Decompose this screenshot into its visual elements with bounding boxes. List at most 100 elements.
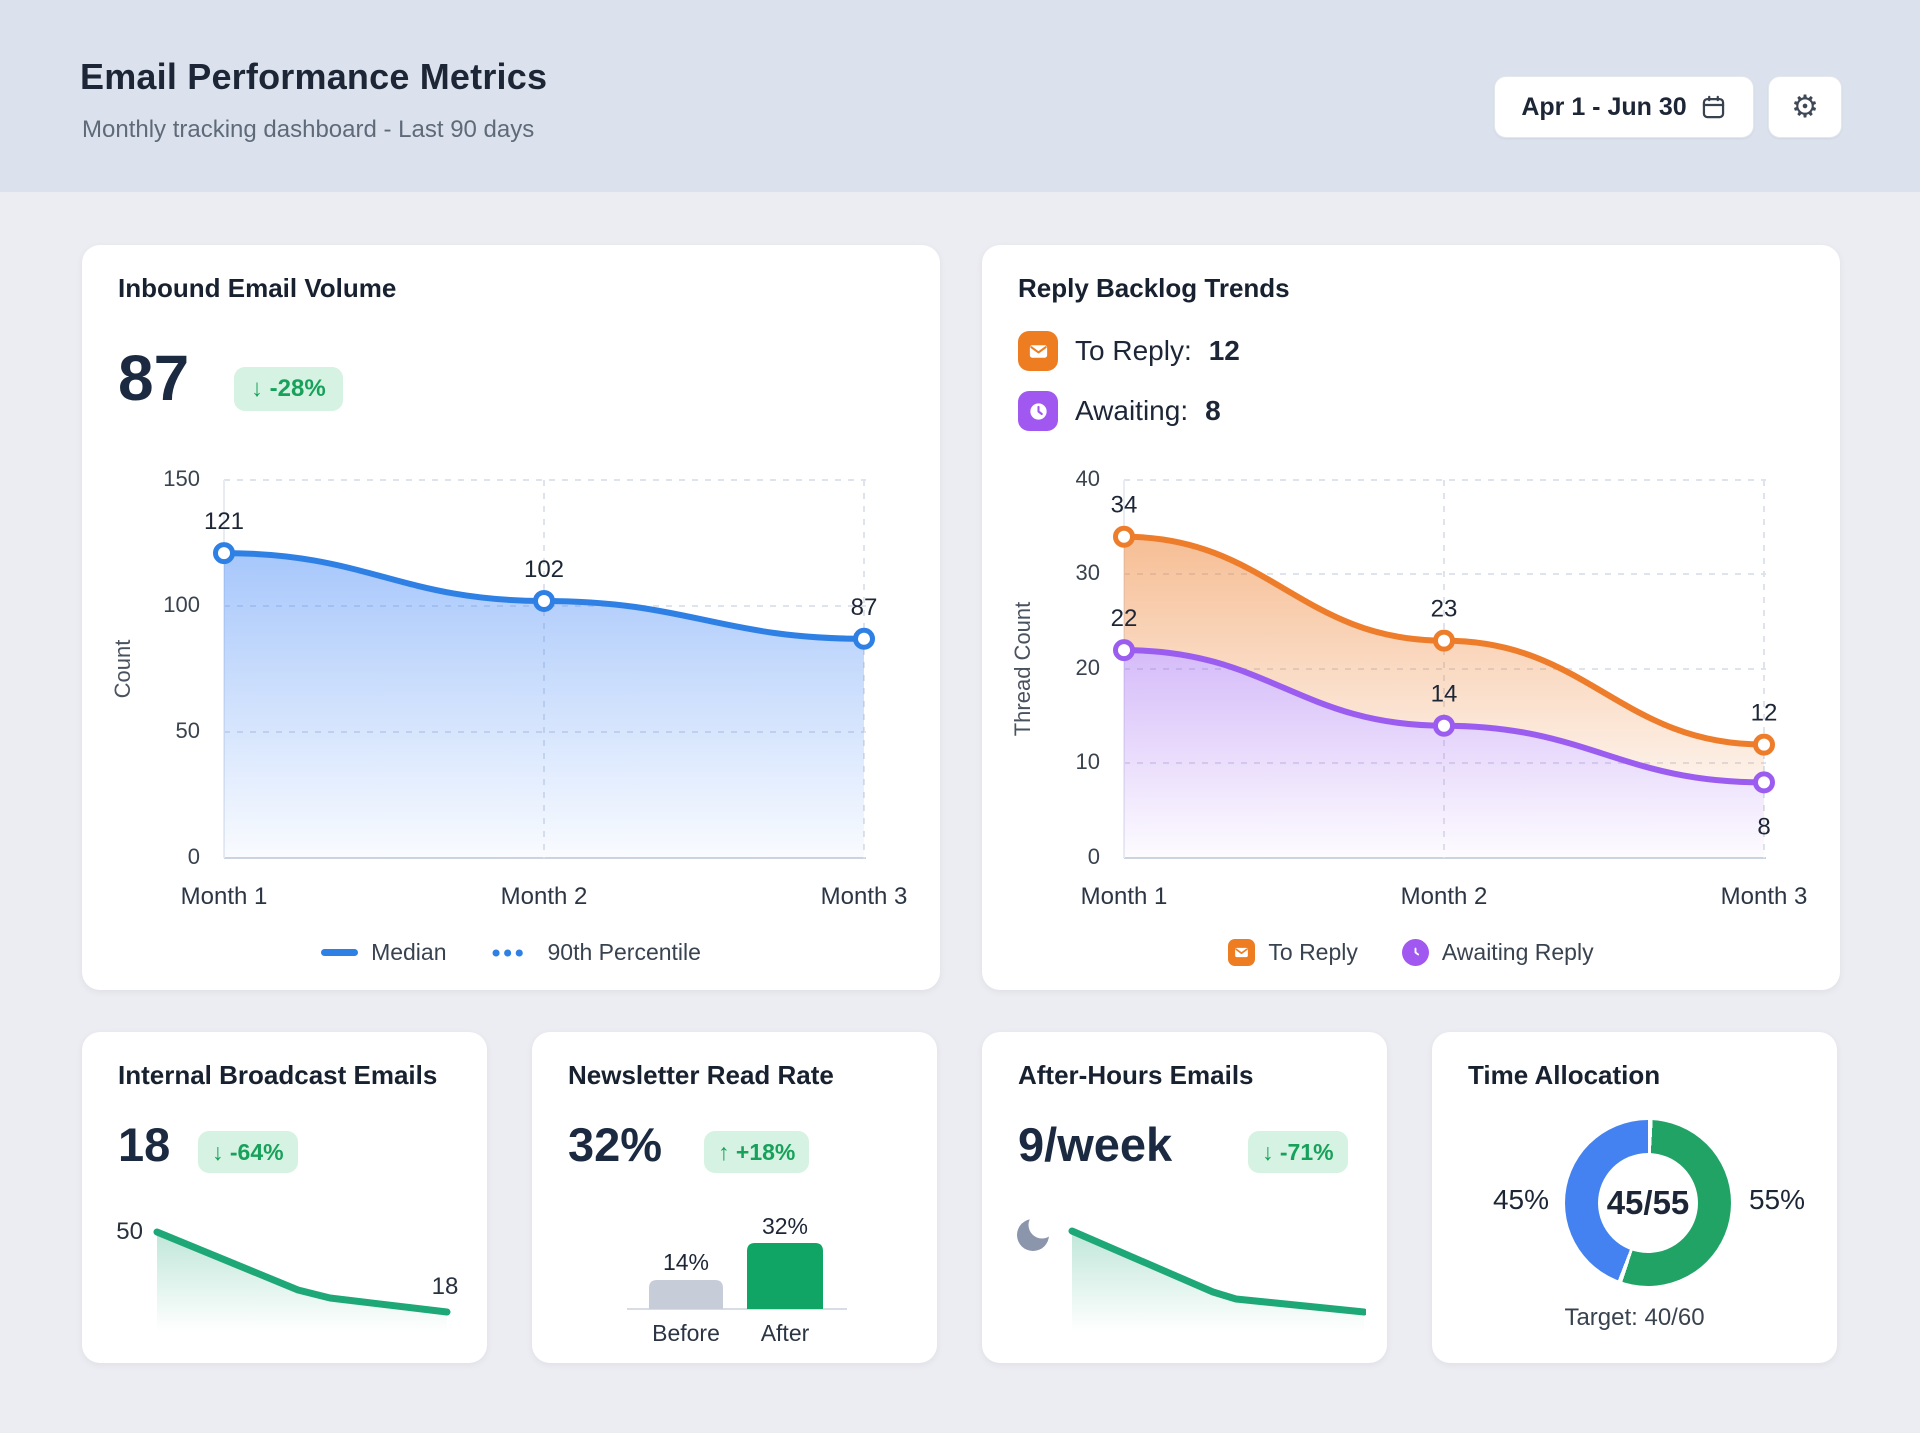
y-tick-label: 50 [176, 718, 200, 743]
metric-value: 18 [118, 1118, 171, 1171]
allocation-donut-chart [1565, 1120, 1731, 1286]
data-point-label: 34 [1111, 492, 1138, 519]
header-band: Email Performance Metrics Monthly tracki… [0, 0, 1920, 192]
date-range-label: Apr 1 - Jun 30 [1521, 92, 1687, 121]
backlog-legend: To Reply Awaiting Reply [982, 939, 1840, 966]
clock-icon [1401, 939, 1429, 966]
data-point-marker [853, 627, 875, 650]
y-tick-label: 30 [1076, 560, 1100, 585]
area-fill [224, 553, 864, 858]
broadcast-sparkline: 50 18 [116, 1218, 459, 1332]
calendar-icon [1702, 95, 1724, 118]
card-title: Time Allocation [1468, 1060, 1661, 1090]
envelope-icon [1228, 939, 1256, 966]
y-tick-label: 0 [188, 844, 200, 869]
data-point-label: 14 [1431, 681, 1458, 708]
data-point-label: 12 [1751, 700, 1778, 727]
internal-broadcast-card: Internal Broadcast Emails 18 ↓ -64% 50 1… [82, 1032, 487, 1363]
gear-icon: ⚙ [1791, 89, 1819, 124]
x-tick-label: Month 3 [1721, 883, 1808, 910]
inbound-volume-chart: 150 100 50 0 Count 121 102 87 Month 1 Mont… [110, 466, 908, 910]
card-title: Inbound Email Volume [118, 273, 397, 303]
settings-button[interactable]: ⚙ [1768, 76, 1842, 138]
stat-label: Awaiting: [1075, 395, 1189, 426]
data-point-label: 8 [1757, 813, 1770, 840]
y-tick-label: 40 [1076, 466, 1100, 491]
x-tick-label: Month 1 [1081, 883, 1168, 910]
y-tick-label: 20 [1076, 655, 1100, 680]
card-title: Reply Backlog Trends [1018, 273, 1290, 303]
x-tick-label: Month 1 [181, 883, 268, 910]
area-fill [1124, 650, 1764, 858]
data-point-marker [1753, 771, 1775, 794]
y-axis-label: Thread Count [1010, 602, 1035, 737]
y-tick-label: 150 [163, 466, 200, 491]
area-fill [1124, 536, 1764, 783]
bar-category-label: After [761, 1320, 810, 1346]
backlog-trends-chart: 40 30 20 10 0 Thread Count 34 23 12 22 14 8 M… [1010, 466, 1808, 910]
y-tick-label: 0 [1088, 844, 1100, 869]
data-point-label: 22 [1111, 605, 1138, 632]
after-bar [747, 1243, 823, 1309]
legend-item-90th-percentile: 90th Percentile [491, 939, 701, 966]
newsletter-read-rate-card: Newsletter Read Rate 32% ↑ +18% 14% 32% … [532, 1032, 937, 1363]
x-tick-label: Month 3 [821, 883, 908, 910]
stat-value: 12 [1208, 335, 1240, 366]
dotted-line-swatch [492, 949, 533, 956]
trend-badge: ↑ +18% [704, 1131, 810, 1173]
legend-item-awaiting-reply: Awaiting Reply [1401, 939, 1594, 966]
donut-center-label: 45/55 [1606, 1184, 1690, 1221]
awaiting-stat: Awaiting: 8 [1018, 391, 1221, 431]
solid-line-swatch [321, 949, 359, 956]
trend-badge: ↓ -71% [1248, 1131, 1348, 1173]
trend-badge: ↓ -28% [234, 367, 343, 411]
before-after-bar-chart: 14% 32% Before After [627, 1213, 847, 1346]
card-title: Newsletter Read Rate [568, 1060, 834, 1090]
envelope-icon [1018, 331, 1058, 371]
spark-start-label: 50 [116, 1218, 143, 1245]
y-tick-label: 100 [163, 592, 200, 617]
data-point-label: 102 [524, 556, 564, 583]
page-subtitle: Monthly tracking dashboard - Last 90 day… [82, 116, 535, 143]
legend-label: To Reply [1268, 939, 1358, 965]
legend-item-median: Median [321, 939, 447, 966]
data-point-label: 121 [204, 508, 244, 535]
stat-value: 8 [1205, 395, 1221, 426]
data-point-marker [1433, 714, 1455, 737]
inbound-email-volume-card: Inbound Email Volume 87 ↓ -28% 150 100 5… [82, 245, 940, 990]
legend-item-to-reply: To Reply [1228, 939, 1358, 966]
x-tick-label: Month 2 [501, 883, 588, 910]
reply-backlog-trends-card: Reply Backlog Trends To Reply: 12 Awaiti… [982, 245, 1840, 990]
card-title: Internal Broadcast Emails [118, 1060, 438, 1090]
bar-value-label: 32% [762, 1213, 808, 1239]
stat-label: To Reply: [1075, 335, 1192, 366]
date-range-button[interactable]: Apr 1 - Jun 30 [1494, 76, 1754, 138]
donut-right-label: 55% [1748, 1184, 1806, 1215]
after-hours-sparkline [1068, 1227, 1366, 1332]
legend-label: 90th Percentile [547, 939, 701, 965]
spark-end-label: 18 [432, 1273, 459, 1300]
metric-value: 32% [568, 1118, 663, 1171]
data-point-marker [213, 542, 235, 565]
card-title: After-Hours Emails [1018, 1060, 1254, 1090]
donut-left-label: 45% [1492, 1184, 1550, 1215]
data-point-label: 87 [851, 594, 878, 621]
legend-label: Awaiting Reply [1441, 939, 1594, 965]
bar-category-label: Before [652, 1320, 720, 1346]
target-label: Target: 40/60 [1564, 1304, 1705, 1331]
trend-badge: ↓ -64% [198, 1131, 298, 1173]
page-title: Email Performance Metrics [80, 56, 548, 97]
bar-value-label: 14% [663, 1249, 709, 1275]
moon-icon [1017, 1219, 1049, 1251]
data-point-marker [1753, 733, 1775, 756]
clock-icon [1018, 391, 1058, 431]
after-hours-card: After-Hours Emails 9/week ↓ -71% [982, 1032, 1387, 1363]
time-allocation-card: Time Allocation 45/55 45% 55% Target: 40… [1432, 1032, 1837, 1363]
y-tick-label: 10 [1076, 749, 1100, 774]
metric-value: 9/week [1018, 1118, 1173, 1171]
data-point-label: 23 [1431, 596, 1458, 623]
data-point-marker [1113, 639, 1135, 662]
x-tick-label: Month 2 [1401, 883, 1488, 910]
data-point-marker [1433, 629, 1455, 652]
legend-label: Median [371, 939, 447, 965]
